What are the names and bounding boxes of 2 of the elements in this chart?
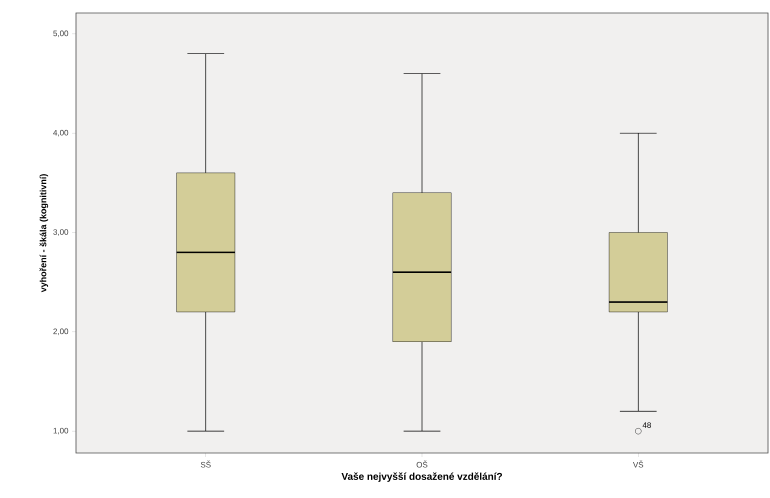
y-axis-title: vyhoření - škála (kognitivní) (40, 174, 48, 292)
x-axis-title: Vaše nejvyšší dosažené vzdělání? (341, 472, 502, 482)
